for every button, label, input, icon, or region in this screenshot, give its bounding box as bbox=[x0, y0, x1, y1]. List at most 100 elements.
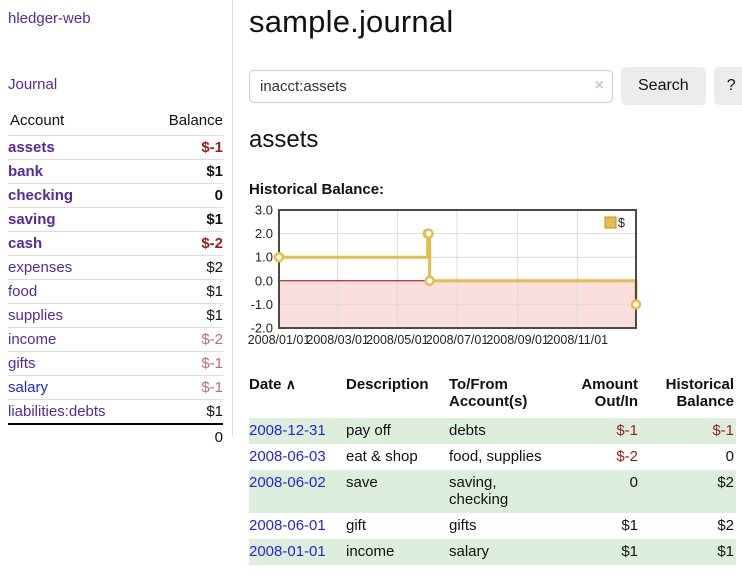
clear-search-icon[interactable]: × bbox=[594, 76, 604, 94]
transaction-accounts: saving, checking bbox=[449, 474, 509, 508]
account-balance: $-1 bbox=[201, 355, 223, 372]
account-balance: $1 bbox=[206, 163, 223, 180]
account-row: liabilities:debts $1 bbox=[8, 399, 223, 425]
y-axis-tick-label: 2.0 bbox=[255, 226, 273, 241]
register-header-balance: Historical Balance bbox=[665, 376, 734, 410]
transaction-amount: $1 bbox=[621, 543, 638, 560]
main-content: sample.journal × Search ? assets Histori… bbox=[233, 0, 742, 575]
account-row: income $-2 bbox=[8, 327, 223, 352]
x-axis-tick-label: 2008/07/01 bbox=[426, 333, 489, 347]
transaction-balance: $-1 bbox=[712, 422, 734, 439]
account-link[interactable]: gifts bbox=[8, 355, 36, 372]
account-link[interactable]: liabilities:debts bbox=[8, 403, 106, 420]
transaction-row: 2008-06-02 save saving, checking 0 $2 bbox=[249, 470, 736, 513]
transaction-amount: $-1 bbox=[616, 422, 638, 439]
register-header-date[interactable]: Date ∧ bbox=[249, 376, 296, 393]
accounts-header-account: Account bbox=[10, 112, 65, 129]
register-header-row: Date ∧ Description To/From Account(s) Am… bbox=[249, 374, 736, 418]
transaction-row: 2008-06-01 gift gifts $1 $2 bbox=[249, 513, 736, 539]
account-link[interactable]: salary bbox=[8, 379, 49, 396]
account-row: assets $-1 bbox=[8, 135, 223, 160]
transaction-description: pay off bbox=[346, 422, 391, 439]
transaction-date-link[interactable]: 2008-06-02 bbox=[249, 474, 326, 491]
account-balance: $1 bbox=[206, 283, 223, 300]
transaction-description: eat & shop bbox=[346, 448, 418, 465]
search-button[interactable]: Search bbox=[621, 67, 706, 105]
legend-swatch-icon bbox=[604, 216, 617, 229]
account-heading: assets bbox=[249, 126, 319, 153]
account-row: food $1 bbox=[8, 279, 223, 304]
accounts-total: 0 bbox=[214, 429, 223, 446]
account-link[interactable]: supplies bbox=[8, 307, 64, 324]
register-header-amount: Amount Out/In bbox=[581, 376, 638, 410]
x-axis-tick-label: 2008/11/01 bbox=[546, 333, 608, 347]
register-table: Date ∧ Description To/From Account(s) Am… bbox=[249, 374, 736, 565]
account-row: supplies $1 bbox=[8, 303, 223, 328]
sidebar: hledger-web Journal Account Balance asse… bbox=[0, 0, 233, 446]
account-balance: $1 bbox=[206, 403, 223, 420]
account-link[interactable]: income bbox=[8, 331, 57, 348]
account-balance: $-2 bbox=[201, 235, 223, 252]
search-box: × bbox=[249, 69, 613, 103]
transaction-description: save bbox=[346, 474, 378, 491]
x-axis-tick-label: 2008/05/01 bbox=[366, 333, 429, 347]
help-button[interactable]: ? bbox=[713, 67, 742, 105]
y-axis-tick-label: 1.0 bbox=[255, 250, 273, 265]
account-row: bank $1 bbox=[8, 159, 223, 184]
account-balance: $-1 bbox=[201, 139, 223, 156]
data-point-marker bbox=[630, 299, 642, 310]
register-header-accounts: To/From Account(s) bbox=[449, 376, 528, 410]
account-link[interactable]: checking bbox=[8, 187, 74, 204]
transaction-date-link[interactable]: 2008-06-01 bbox=[249, 517, 326, 534]
account-link[interactable]: assets bbox=[8, 139, 55, 156]
transaction-row: 2008-12-31 pay off debts $-1 $-1 bbox=[249, 418, 736, 444]
transaction-accounts: salary bbox=[449, 543, 490, 560]
sort-asc-icon: ∧ bbox=[285, 376, 296, 392]
transaction-date-link[interactable]: 2008-12-31 bbox=[249, 422, 326, 439]
transaction-row: 2008-06-03 eat & shop food, supplies $-2 0 bbox=[249, 444, 736, 470]
y-axis-tick-label: 3.0 bbox=[255, 203, 273, 218]
account-balance: 0 bbox=[214, 187, 223, 204]
account-link[interactable]: bank bbox=[8, 163, 44, 180]
account-row: cash $-2 bbox=[8, 231, 223, 256]
transaction-description: income bbox=[346, 543, 395, 560]
transaction-accounts: food, supplies bbox=[449, 448, 542, 465]
account-link[interactable]: saving bbox=[8, 211, 56, 228]
accounts-total-row: 0 bbox=[8, 424, 223, 450]
transaction-amount: $-2 bbox=[616, 448, 638, 465]
legend-label: $ bbox=[618, 216, 625, 230]
x-axis-tick-label: 2008/09/01 bbox=[486, 333, 549, 347]
y-axis-tick-label: -1.0 bbox=[251, 297, 273, 312]
transaction-amount: 0 bbox=[629, 474, 638, 491]
transaction-description: gift bbox=[346, 517, 367, 534]
historical-balance-chart: 3.0 2.0 1.0 0.0 -1.0 -2.02008/01/012008/03/01… bbox=[248, 203, 642, 347]
page-title: sample.journal bbox=[249, 4, 454, 39]
search-input[interactable] bbox=[249, 69, 613, 103]
transaction-balance: $2 bbox=[717, 474, 734, 491]
account-balance: $-1 bbox=[201, 379, 223, 396]
register-header-description: Description bbox=[346, 376, 429, 393]
accounts-table: Account Balance assets $-1 bank $1 checking 0… bbox=[8, 108, 223, 450]
transaction-balance: 0 bbox=[725, 448, 734, 465]
account-link[interactable]: cash bbox=[8, 235, 43, 252]
account-row: checking 0 bbox=[8, 183, 223, 208]
data-point-marker bbox=[273, 251, 285, 263]
transaction-date-link[interactable]: 2008-06-03 bbox=[249, 448, 326, 465]
account-link[interactable]: expenses bbox=[8, 259, 73, 276]
account-row: salary $-1 bbox=[8, 375, 223, 400]
sidebar-item-journal[interactable]: Journal bbox=[8, 76, 58, 93]
brand-link[interactable]: hledger-web bbox=[8, 10, 91, 27]
account-balance: $-2 bbox=[201, 331, 223, 348]
account-row: gifts $-1 bbox=[8, 351, 223, 376]
transaction-balance: $1 bbox=[717, 543, 734, 560]
transaction-balance: $2 bbox=[717, 517, 734, 534]
search-form: × Search ? bbox=[249, 67, 742, 105]
transaction-row: 2008-01-01 income salary $1 $1 bbox=[249, 539, 736, 565]
transaction-date-link[interactable]: 2008-01-01 bbox=[249, 543, 326, 560]
x-axis-tick-label: 2008/03/01 bbox=[306, 333, 369, 347]
y-axis-tick-label: 0.0 bbox=[255, 273, 273, 288]
account-link[interactable]: food bbox=[8, 283, 38, 300]
account-balance: $2 bbox=[206, 259, 223, 276]
account-row: expenses $2 bbox=[8, 255, 223, 280]
